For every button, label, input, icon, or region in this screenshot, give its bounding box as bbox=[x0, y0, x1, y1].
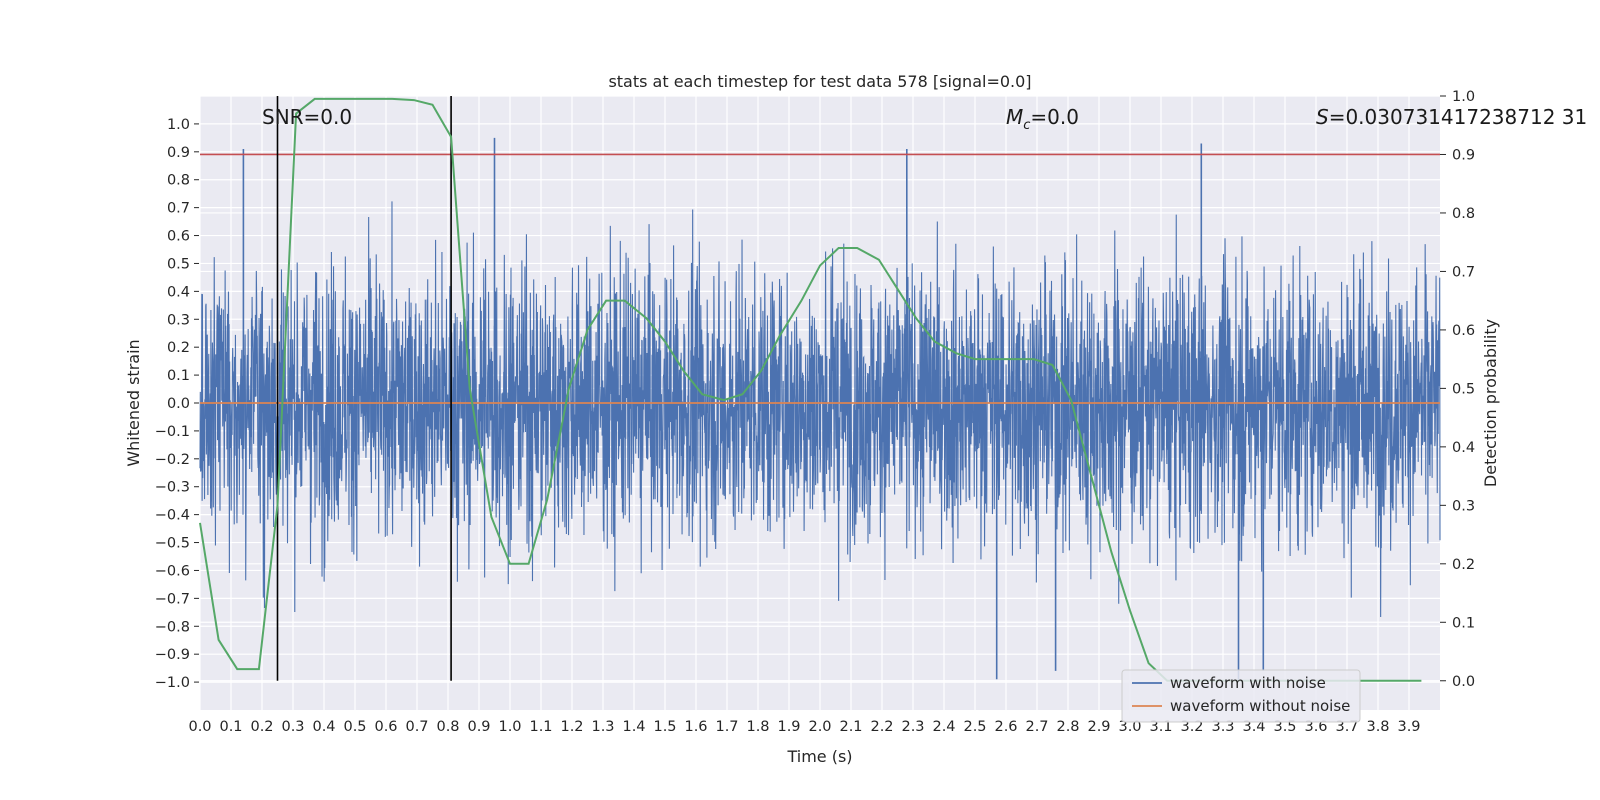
right-y-axis-label: Detection probability bbox=[1481, 319, 1500, 487]
x-tick-label: 2.0 bbox=[808, 719, 831, 735]
x-tick-label: 2.4 bbox=[932, 719, 955, 735]
x-tick-label: 0.3 bbox=[281, 719, 304, 735]
y-tick-label: −0.5 bbox=[155, 536, 190, 552]
y-tick-label: 0.5 bbox=[167, 256, 190, 272]
x-tick-label: 0.2 bbox=[250, 719, 273, 735]
s-symbol: S bbox=[1316, 105, 1329, 129]
chirp-mass-subscript: c bbox=[1023, 118, 1030, 133]
x-tick-label: 1.3 bbox=[591, 719, 614, 735]
y-tick-label: 0.4 bbox=[167, 284, 190, 300]
x-tick-label: 3.9 bbox=[1397, 719, 1420, 735]
x-tick-label: 3.7 bbox=[1335, 719, 1358, 735]
x-tick-label: 1.9 bbox=[777, 719, 800, 735]
legend-box bbox=[1121, 669, 1361, 723]
x-tick-label: 2.6 bbox=[994, 719, 1017, 735]
y-tick-label: 0.0 bbox=[167, 396, 190, 412]
s-value: =0.030731417238712 31 bbox=[1329, 105, 1588, 129]
x-tick-label: 1.0 bbox=[498, 719, 521, 735]
right-y-tick-label: 0.1 bbox=[1452, 615, 1475, 631]
y-tick-label: 0.3 bbox=[167, 312, 190, 328]
y-tick-label: −1.0 bbox=[155, 675, 190, 691]
y-tick-label: 0.6 bbox=[167, 229, 190, 245]
y-tick-label: 0.8 bbox=[167, 173, 190, 189]
legend-label-clean: waveform without noise bbox=[1170, 697, 1350, 715]
y-tick-label: −0.8 bbox=[155, 619, 190, 635]
x-tick-label: 3.5 bbox=[1273, 719, 1296, 735]
right-y-tick-label: 0.3 bbox=[1452, 498, 1475, 514]
right-y-tick-label: 1.0 bbox=[1452, 89, 1475, 105]
x-tick-label: 3.4 bbox=[1242, 719, 1265, 735]
x-tick-label: 0.7 bbox=[405, 719, 428, 735]
waveform-with-noise-series bbox=[199, 137, 1441, 683]
y-tick-label: 0.1 bbox=[167, 368, 190, 384]
x-tick-label: 0.4 bbox=[312, 719, 335, 735]
x-axis-label: Time (s) bbox=[786, 747, 852, 766]
right-y-tick-label: 0.9 bbox=[1452, 147, 1475, 163]
y-tick-label: 1.0 bbox=[167, 117, 190, 133]
x-tick-label: 3.0 bbox=[1118, 719, 1141, 735]
chirp-mass-value: =0.0 bbox=[1030, 105, 1079, 129]
s-annotation: S=0.030731417238712 31 bbox=[1316, 105, 1587, 129]
x-tick-label: 0.0 bbox=[188, 719, 211, 735]
x-tick-label: 3.3 bbox=[1211, 719, 1234, 735]
y-tick-label: −0.2 bbox=[155, 452, 190, 468]
y-axis-ticks: 1.0 0.9 0.8 0.7 0.6 0.5 0.4 0.3 0.2 0.1 0.0 −0.1 −0.… bbox=[155, 117, 199, 691]
right-y-tick-label: 0.2 bbox=[1452, 557, 1475, 573]
right-y-tick-label: 0.7 bbox=[1452, 264, 1475, 280]
x-tick-label: 1.5 bbox=[653, 719, 676, 735]
x-tick-label: 1.6 bbox=[684, 719, 707, 735]
x-tick-label: 0.9 bbox=[467, 719, 490, 735]
right-y-tick-label: 0.0 bbox=[1452, 674, 1475, 690]
right-y-tick-label: 0.8 bbox=[1452, 206, 1475, 222]
y-tick-label: −0.9 bbox=[155, 647, 190, 663]
y-axis-label: Whitened strain bbox=[124, 339, 143, 466]
x-tick-label: 2.7 bbox=[1025, 719, 1048, 735]
y-tick-label: −0.7 bbox=[155, 591, 190, 607]
x-tick-label: 0.6 bbox=[374, 719, 397, 735]
y-tick-label: −0.6 bbox=[155, 563, 190, 579]
x-tick-label: 3.6 bbox=[1304, 719, 1327, 735]
chart-title: stats at each timestep for test data 578… bbox=[608, 72, 1031, 91]
x-tick-label: 2.1 bbox=[839, 719, 862, 735]
x-tick-label: 1.7 bbox=[715, 719, 738, 735]
right-y-tick-label: 0.5 bbox=[1452, 381, 1475, 397]
y-tick-label: 0.2 bbox=[167, 340, 190, 356]
x-tick-label: 3.2 bbox=[1180, 719, 1203, 735]
y-tick-label: 0.7 bbox=[167, 201, 190, 217]
x-tick-label: 0.8 bbox=[436, 719, 459, 735]
right-y-axis-ticks: 1.0 0.9 0.8 0.7 0.6 0.5 0.4 0.3 0.2 0.1 0.0 bbox=[1440, 89, 1475, 690]
x-tick-label: 0.1 bbox=[219, 719, 242, 735]
right-y-tick-label: 0.4 bbox=[1452, 440, 1475, 456]
noise-waveform-line bbox=[199, 201, 1441, 618]
chirp-mass-annotation: Mc=0.0 bbox=[1006, 105, 1079, 133]
right-y-tick-label: 0.6 bbox=[1452, 323, 1475, 339]
x-tick-label: 2.3 bbox=[901, 719, 924, 735]
y-tick-label: 0.9 bbox=[167, 145, 190, 161]
x-tick-label: 1.8 bbox=[746, 719, 769, 735]
x-tick-label: 1.4 bbox=[622, 719, 645, 735]
legend: waveform with noise waveform without noi… bbox=[1121, 669, 1361, 723]
y-tick-label: −0.4 bbox=[155, 508, 190, 524]
x-tick-label: 3.1 bbox=[1149, 719, 1172, 735]
x-tick-label: 2.2 bbox=[870, 719, 893, 735]
x-tick-label: 0.5 bbox=[343, 719, 366, 735]
chirp-mass-symbol: M bbox=[1006, 105, 1023, 129]
y-tick-label: −0.1 bbox=[155, 424, 190, 440]
x-tick-label: 1.2 bbox=[560, 719, 583, 735]
x-tick-label: 1.1 bbox=[529, 719, 552, 735]
legend-label-noise: waveform with noise bbox=[1170, 674, 1326, 692]
x-axis-ticks: 0.0 0.1 0.2 0.3 0.4 0.5 0.6 0.7 0.8 0.9 1.0 1.1 1.2 1… bbox=[188, 719, 1420, 735]
x-tick-label: 2.5 bbox=[963, 719, 986, 735]
x-tick-label: 2.9 bbox=[1087, 719, 1110, 735]
snr-annotation: SNR=0.0 bbox=[262, 105, 352, 129]
x-tick-label: 2.8 bbox=[1056, 719, 1079, 735]
y-tick-label: −0.3 bbox=[155, 480, 190, 496]
x-tick-label: 3.8 bbox=[1366, 719, 1389, 735]
